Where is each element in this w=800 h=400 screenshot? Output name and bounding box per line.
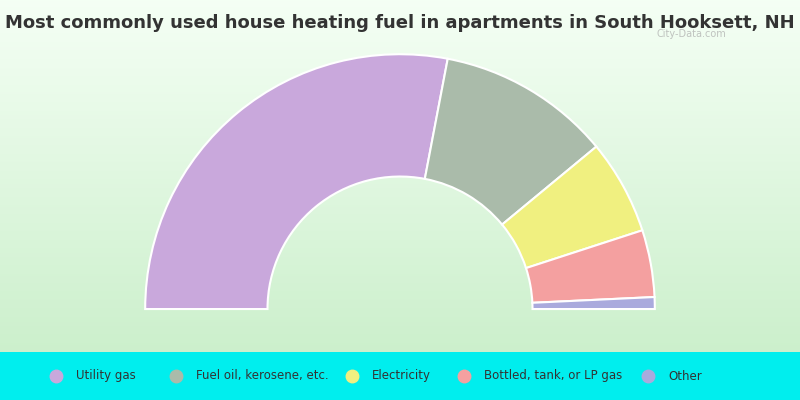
Text: Utility gas: Utility gas: [76, 370, 136, 382]
Text: Most commonly used house heating fuel in apartments in South Hooksett, NH: Most commonly used house heating fuel in…: [5, 14, 795, 32]
Wedge shape: [502, 147, 642, 268]
Wedge shape: [425, 59, 596, 224]
Text: Electricity: Electricity: [372, 370, 431, 382]
Text: Bottled, tank, or LP gas: Bottled, tank, or LP gas: [484, 370, 622, 382]
Wedge shape: [532, 297, 655, 309]
Text: City-Data.com: City-Data.com: [657, 29, 726, 39]
Wedge shape: [526, 230, 654, 303]
Text: Other: Other: [668, 370, 702, 382]
Wedge shape: [145, 54, 448, 309]
Text: Fuel oil, kerosene, etc.: Fuel oil, kerosene, etc.: [196, 370, 329, 382]
